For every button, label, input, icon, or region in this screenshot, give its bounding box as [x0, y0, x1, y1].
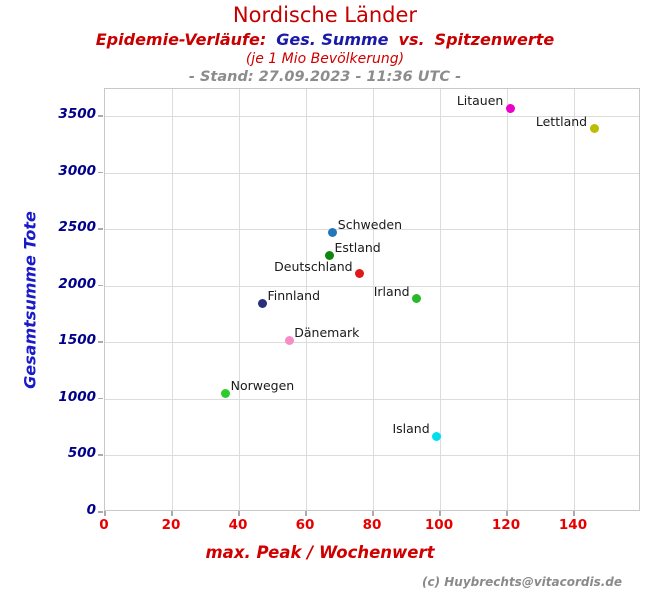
x-tick-label: 80	[362, 517, 382, 533]
gridline-vertical	[574, 89, 575, 510]
x-tick-mark	[573, 511, 575, 516]
y-tick-mark	[98, 171, 103, 174]
copyright-credit: (c) Huybrechts@vitacordis.de	[421, 575, 622, 589]
x-axis-label: max. Peak / Wochenwert	[205, 543, 435, 562]
data-point-label-estland: Estland	[334, 240, 381, 256]
data-point-d-nemark	[284, 335, 294, 345]
y-tick-mark	[98, 115, 103, 117]
chart-timestamp: - Stand: 27.09.2023 - 11:36 UTC -	[188, 69, 462, 85]
gridline-vertical	[507, 89, 508, 510]
data-point-label-irland: Irland	[373, 283, 410, 299]
chart-note: (je 1 Mio Bevölkerung)	[245, 51, 405, 67]
y-tick-label: 3000	[58, 162, 96, 179]
data-point-schweden	[328, 227, 338, 237]
plot-area: Litauen Lettland Schweden Estland Deutschlan…	[104, 88, 640, 511]
x-tick-label: 100	[424, 517, 454, 533]
y-axis-label: Gesamtsumme Tote	[20, 211, 40, 389]
data-point-lettland	[589, 124, 599, 134]
x-tick-label: 40	[228, 517, 248, 533]
gridline-vertical	[440, 89, 441, 510]
data-point-label-norwegen: Norwegen	[230, 378, 295, 394]
y-tick-label: 1500	[58, 332, 96, 349]
gridline-horizontal	[105, 398, 639, 400]
y-tick-label: 0	[86, 502, 96, 518]
subtitle-segment-vs: vs.	[398, 30, 425, 49]
y-tick-label: 3500	[58, 106, 96, 123]
gridline-vertical	[373, 89, 374, 510]
x-tick-mark	[439, 511, 441, 516]
subtitle-segment-spitzenwerte: Spitzenwerte	[434, 30, 555, 49]
gridline-vertical	[172, 89, 173, 510]
x-tick-mark	[104, 511, 106, 516]
gridline-horizontal	[105, 172, 639, 174]
x-tick-mark	[305, 511, 307, 516]
data-point-label-finnland: Finnland	[267, 288, 321, 304]
gridline-horizontal	[105, 455, 639, 457]
gridline-vertical	[239, 89, 240, 510]
y-tick-label: 2500	[58, 219, 96, 236]
y-tick-mark	[98, 341, 103, 343]
x-tick-label: 20	[161, 517, 181, 533]
data-point-label-litauen: Litauen	[456, 93, 504, 109]
data-point-label-d-nemark: Dänemark	[294, 325, 360, 341]
data-point-litauen	[505, 103, 515, 113]
data-point-deutschland	[355, 269, 365, 279]
y-tick-label: 500	[67, 445, 96, 462]
y-tick-mark	[98, 397, 103, 400]
data-point-label-lettland: Lettland	[535, 113, 588, 129]
chart-subtitle: Epidemie-Verläufe: Ges. Summe vs. Spitzenwe…	[0, 30, 650, 49]
x-tick-mark	[372, 511, 374, 516]
gridline-horizontal	[105, 342, 639, 344]
subtitle-segment-verlaeufe: Epidemie-Verläufe:	[95, 30, 267, 49]
data-point-label-schweden: Schweden	[337, 217, 402, 233]
gridline-vertical	[306, 89, 307, 510]
data-point-finnland	[257, 298, 267, 308]
data-point-label-island: Island	[392, 421, 430, 437]
gridline-horizontal	[105, 229, 639, 231]
y-tick-label: 1000	[58, 388, 96, 405]
x-tick-label: 120	[491, 517, 521, 533]
x-tick-label: 0	[99, 517, 109, 533]
chart-title: Nordische Länder	[232, 3, 418, 27]
gridline-horizontal	[105, 285, 639, 287]
y-tick-mark	[98, 228, 103, 230]
y-tick-mark	[98, 511, 103, 513]
data-point-norwegen	[221, 388, 231, 398]
data-point-label-deutschland: Deutschland	[274, 258, 353, 274]
data-point-irland	[412, 294, 422, 304]
x-tick-label: 140	[558, 517, 588, 533]
y-tick-mark	[98, 454, 103, 456]
x-tick-mark	[171, 511, 173, 516]
data-point-island	[432, 431, 442, 441]
x-tick-label: 60	[295, 517, 315, 533]
x-tick-mark	[506, 511, 508, 516]
gridline-horizontal	[105, 116, 639, 118]
y-tick-label: 2000	[58, 275, 96, 292]
subtitle-segment-ges-summe: Ges. Summe	[276, 30, 389, 49]
x-tick-mark	[238, 511, 240, 516]
data-point-estland	[324, 250, 334, 260]
y-tick-mark	[98, 284, 103, 287]
